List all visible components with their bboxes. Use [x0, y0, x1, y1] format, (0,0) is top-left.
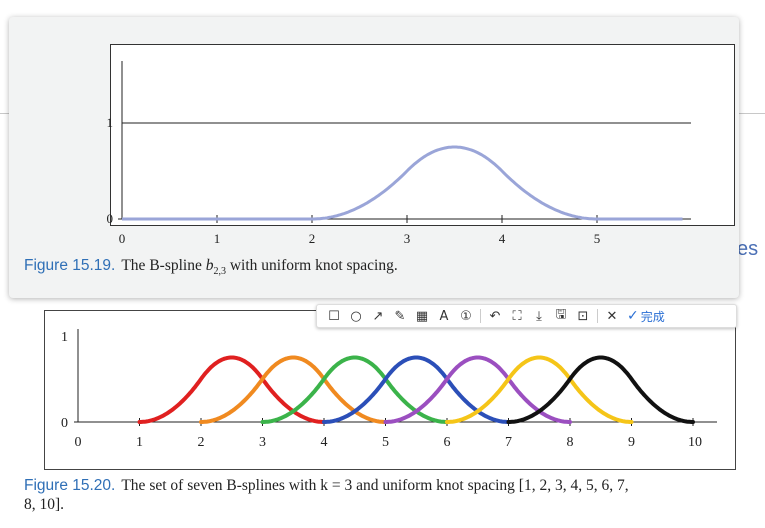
x-tick-label: 0: [119, 231, 126, 246]
x-tick-label: 4: [321, 435, 328, 450]
x-tick-label: 3: [404, 231, 411, 246]
y-tick-label: 0: [61, 416, 68, 431]
figure-15-19-caption: Figure 15.19. The B-spline b2,3 with unif…: [24, 257, 398, 277]
figure-preview-popup[interactable]: 0 1 2 3 4 5 0 1 Figure 15.19. The B-spline b2,3 …: [9, 17, 739, 298]
bspline-set-chart: 0 1 2 3 4 5 6 7 8 9 10 0 1: [61, 329, 717, 450]
caption-text-end: with uniform knot spacing.: [225, 257, 398, 274]
ellipse-tool[interactable]: ○: [350, 308, 362, 324]
figure-label: Figure 15.20.: [24, 477, 116, 494]
x-tick-label: 2: [309, 231, 316, 246]
rectangle-tool[interactable]: ☐: [328, 308, 340, 324]
x-tick-label: 0: [75, 435, 82, 450]
figure-15-20-plot: 0 1 2 3 4 5 6 7 8 9 10 0 1: [44, 310, 736, 470]
figure-label: Figure 15.19.: [24, 257, 116, 274]
caption-subscript: 2,3: [213, 266, 226, 278]
x-tick-label: 10: [688, 435, 702, 450]
text-tool[interactable]: A: [439, 308, 449, 324]
x-tick-label: 4: [499, 231, 506, 246]
mosaic-tool[interactable]: ▦: [415, 308, 429, 324]
y-tick-label: 0: [107, 211, 114, 226]
caption-text: The set of seven B-splines with k = 3 an…: [24, 477, 629, 513]
figure-15-19-frame: [110, 44, 735, 226]
bspline-curve: [506, 355, 695, 424]
done-label: 完成: [640, 309, 665, 324]
undo-button[interactable]: ↶: [489, 308, 501, 324]
annotation-toolbar: ☐ ○ ↗ ✎ ▦ A ① ↶ ⛶ ⤓ 🖫 ⊡ ✕ ✓ 完成: [316, 304, 737, 328]
x-tick-label: 2: [198, 435, 205, 450]
check-icon: ✓: [627, 308, 639, 324]
figure-15-20-caption: Figure 15.20. The set of seven B-splines …: [24, 476, 644, 514]
bspline-curve: [445, 355, 634, 424]
toolbar-separator: [597, 309, 598, 323]
number-tool[interactable]: ①: [460, 308, 472, 324]
x-tick-label: 5: [594, 231, 601, 246]
bspline-curve: [122, 145, 683, 221]
x-tick-label: 8: [567, 435, 574, 450]
caption-symbol: b: [205, 257, 214, 274]
download-button[interactable]: ⤓: [536, 308, 542, 324]
x-tick-label: 5: [382, 435, 389, 450]
x-tick-label: 7: [505, 435, 512, 450]
save-button[interactable]: 🖫: [555, 307, 567, 322]
pin-button[interactable]: ⊡: [577, 308, 589, 324]
pen-tool[interactable]: ✎: [394, 308, 406, 324]
arrow-tool[interactable]: ↗: [372, 308, 384, 324]
x-tick-label: 1: [136, 435, 143, 450]
x-tick-label: 9: [628, 435, 635, 450]
y-tick-label: 1: [107, 115, 114, 130]
done-button[interactable]: ✓ 完成: [627, 308, 665, 325]
caption-text: The B-spline: [121, 257, 206, 274]
crop-button[interactable]: ⛶: [512, 308, 522, 324]
bspline-b23-chart: 0 1 2 3 4 5 0 1: [107, 61, 691, 246]
close-button[interactable]: ✕: [606, 308, 618, 324]
background-text-fragment: es: [737, 238, 759, 260]
toolbar-separator: [480, 309, 481, 323]
y-tick-label: 1: [61, 330, 68, 345]
x-tick-label: 1: [214, 231, 221, 246]
x-tick-label: 3: [259, 435, 266, 450]
x-tick-label: 6: [444, 435, 451, 450]
